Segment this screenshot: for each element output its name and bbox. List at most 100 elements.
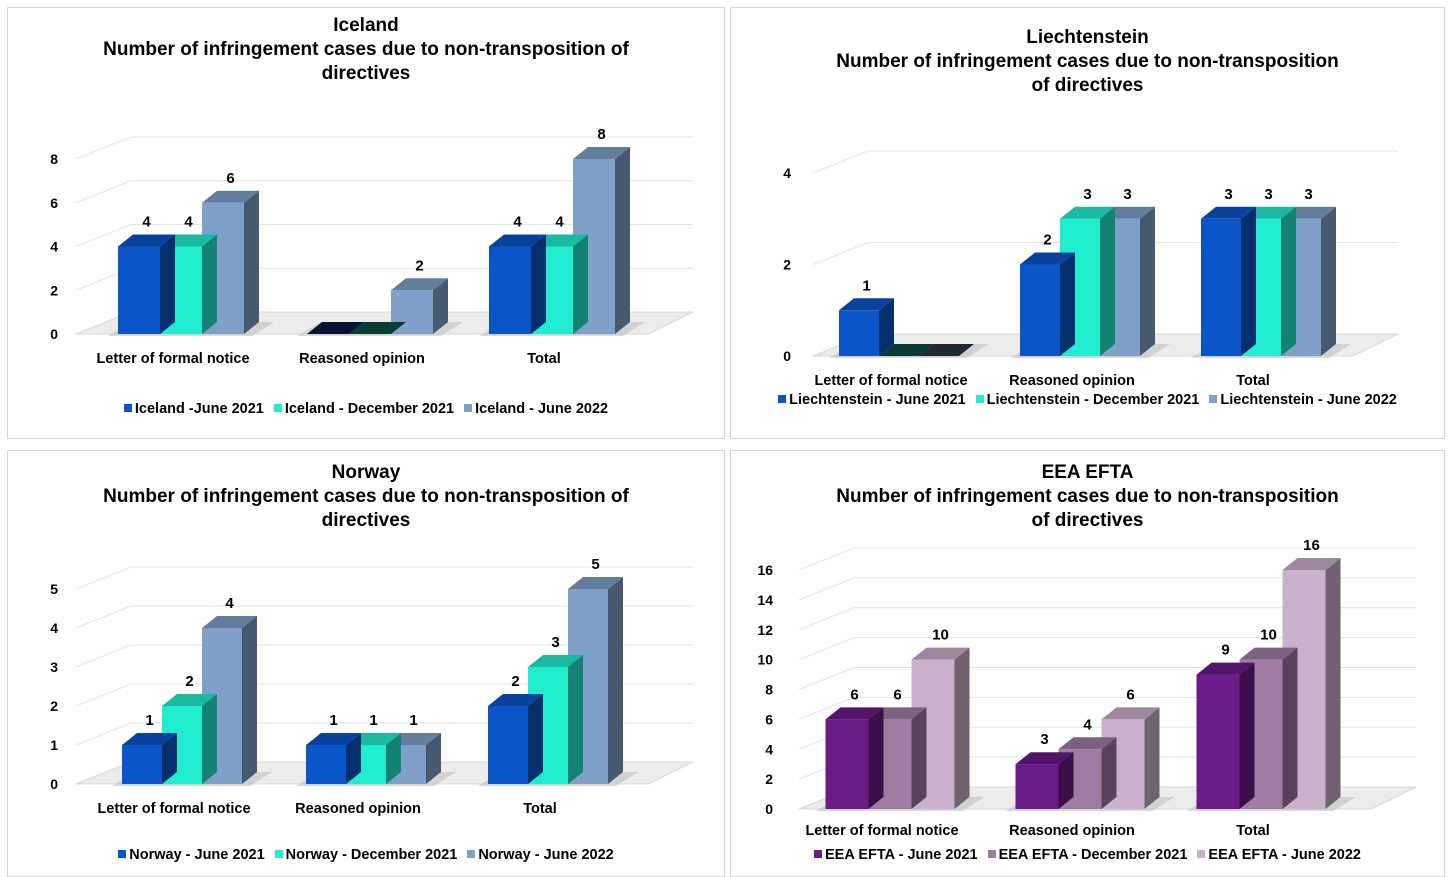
data-label: 9	[1221, 642, 1229, 659]
gridline-side	[75, 683, 132, 707]
bar	[349, 322, 406, 334]
y-tick-label: 4	[783, 165, 791, 181]
x-category-label: Total	[1236, 823, 1270, 839]
bar	[1201, 206, 1256, 356]
legend-swatch	[274, 850, 283, 858]
bar	[122, 733, 177, 784]
legend-swatch	[118, 850, 127, 858]
legend-item: EEA EFTA - June 2022	[1197, 847, 1361, 863]
data-label: 6	[1126, 686, 1134, 703]
chart-subtitle-line: of directives	[1031, 75, 1144, 96]
chart-panel-eea-efta: EEA EFTA Number of infringement cases due…	[730, 450, 1445, 877]
y-tick-label: 5	[50, 581, 58, 597]
chart-panel-liechtenstein: Liechtenstein Number of infringement case…	[730, 7, 1445, 439]
legend-label: Iceland - December 2021	[284, 401, 455, 417]
bar	[879, 344, 934, 356]
data-label: 5	[591, 556, 599, 573]
bar	[839, 298, 894, 356]
y-tick-label: 14	[757, 592, 773, 608]
y-tick-label: 0	[783, 348, 791, 364]
x-category-label: Total	[527, 351, 561, 367]
bar	[489, 234, 546, 334]
data-label: 6	[226, 170, 234, 187]
gridline-side	[75, 566, 132, 590]
gridline-side	[75, 180, 132, 204]
chart-legend: Liechtenstein - June 2021 Liechtenstein -…	[731, 392, 1444, 408]
legend-label: Norway - June 2021	[129, 847, 265, 863]
y-tick-label: 2	[50, 698, 58, 714]
data-label: 2	[511, 673, 519, 690]
chart-plot-area: 0 2 4 1 Letter of formal notice 2 3 3 Reasoned o…	[783, 150, 1399, 389]
x-category-label: Reasoned opinion	[1009, 373, 1135, 389]
data-label: 1	[145, 712, 153, 729]
data-label: 10	[932, 627, 949, 644]
data-label: 6	[893, 686, 901, 703]
x-category-label: Letter of formal notice	[814, 373, 967, 389]
legend-item: Norway - December 2021	[274, 847, 457, 863]
chart-subtitle-line: directives	[321, 510, 411, 531]
y-tick-label: 3	[50, 659, 58, 675]
data-label: 2	[415, 257, 423, 274]
legend-item: Iceland - June 2022	[464, 401, 608, 417]
data-label: 4	[184, 214, 193, 231]
legend-label: Liechtenstein - June 2022	[1220, 392, 1397, 408]
y-tick-label: 8	[765, 682, 773, 698]
legend-label: Iceland -June 2021	[134, 401, 264, 417]
legend-item: Iceland -June 2021	[123, 401, 264, 417]
chart-title-country: Norway	[331, 462, 401, 483]
gridline-side	[75, 605, 132, 629]
bar	[391, 278, 448, 334]
y-tick-label: 4	[50, 620, 58, 636]
data-label: 3	[1040, 731, 1048, 748]
data-label: 8	[597, 126, 605, 143]
data-label: 4	[142, 214, 151, 231]
chart-subtitle-line: Number of infringement cases due to non-…	[103, 486, 629, 507]
gridline-side	[798, 577, 855, 601]
legend-swatch	[123, 404, 132, 412]
gridline-side	[812, 242, 869, 265]
legend-item: Norway - June 2022	[467, 847, 614, 863]
legend-swatch	[814, 850, 823, 858]
data-label: 3	[551, 634, 559, 651]
legend-swatch	[778, 395, 787, 403]
y-tick-label: 10	[757, 652, 773, 668]
chart-title: Norway Number of infringement cases due t…	[8, 461, 724, 533]
legend-item: Liechtenstein - December 2021	[975, 392, 1199, 408]
gridline-side	[75, 136, 132, 160]
y-tick-label: 4	[765, 741, 773, 757]
data-label: 3	[1123, 186, 1131, 203]
y-tick-label: 0	[50, 776, 58, 792]
chart-subtitle-line: of directives	[1031, 510, 1144, 531]
x-category-label: Reasoned opinion	[1009, 823, 1135, 839]
chart-subtitle-line: directives	[321, 63, 411, 84]
data-label: 4	[225, 595, 234, 612]
legend-item: Iceland - December 2021	[273, 401, 455, 417]
x-category-label: Total	[1236, 373, 1270, 389]
data-label: 1	[329, 712, 337, 729]
data-label: 4	[513, 214, 522, 231]
x-category-label: Letter of formal notice	[96, 351, 249, 367]
bar	[202, 190, 259, 334]
data-label: 4	[555, 214, 564, 231]
data-label: 10	[1260, 627, 1277, 644]
legend-label: EEA EFTA - June 2022	[1208, 847, 1361, 863]
y-tick-label: 1	[50, 737, 58, 753]
legend-swatch	[1197, 850, 1206, 858]
gridline-side	[75, 224, 132, 247]
legend-swatch	[273, 404, 282, 412]
bar	[919, 344, 974, 356]
bar	[307, 322, 364, 334]
data-label: 3	[1224, 186, 1232, 203]
legend-swatch	[1209, 395, 1218, 403]
legend-swatch	[464, 404, 473, 412]
chart-plot-area: 0 2 4 6 8 4 4 6 Letter of formal notice 2 Reasoned…	[50, 126, 694, 367]
legend-item: Liechtenstein - June 2022	[1209, 392, 1397, 408]
chart-title-country: EEA EFTA	[1041, 462, 1134, 483]
gridline-side	[75, 722, 132, 746]
y-tick-label: 6	[50, 195, 58, 211]
y-tick-label: 16	[757, 562, 773, 578]
chart-title: Iceland Number of infringement cases due …	[8, 14, 724, 86]
y-tick-label: 12	[757, 622, 773, 638]
legend-swatch	[467, 850, 476, 858]
chart-title-country: Liechtenstein	[1026, 27, 1149, 48]
